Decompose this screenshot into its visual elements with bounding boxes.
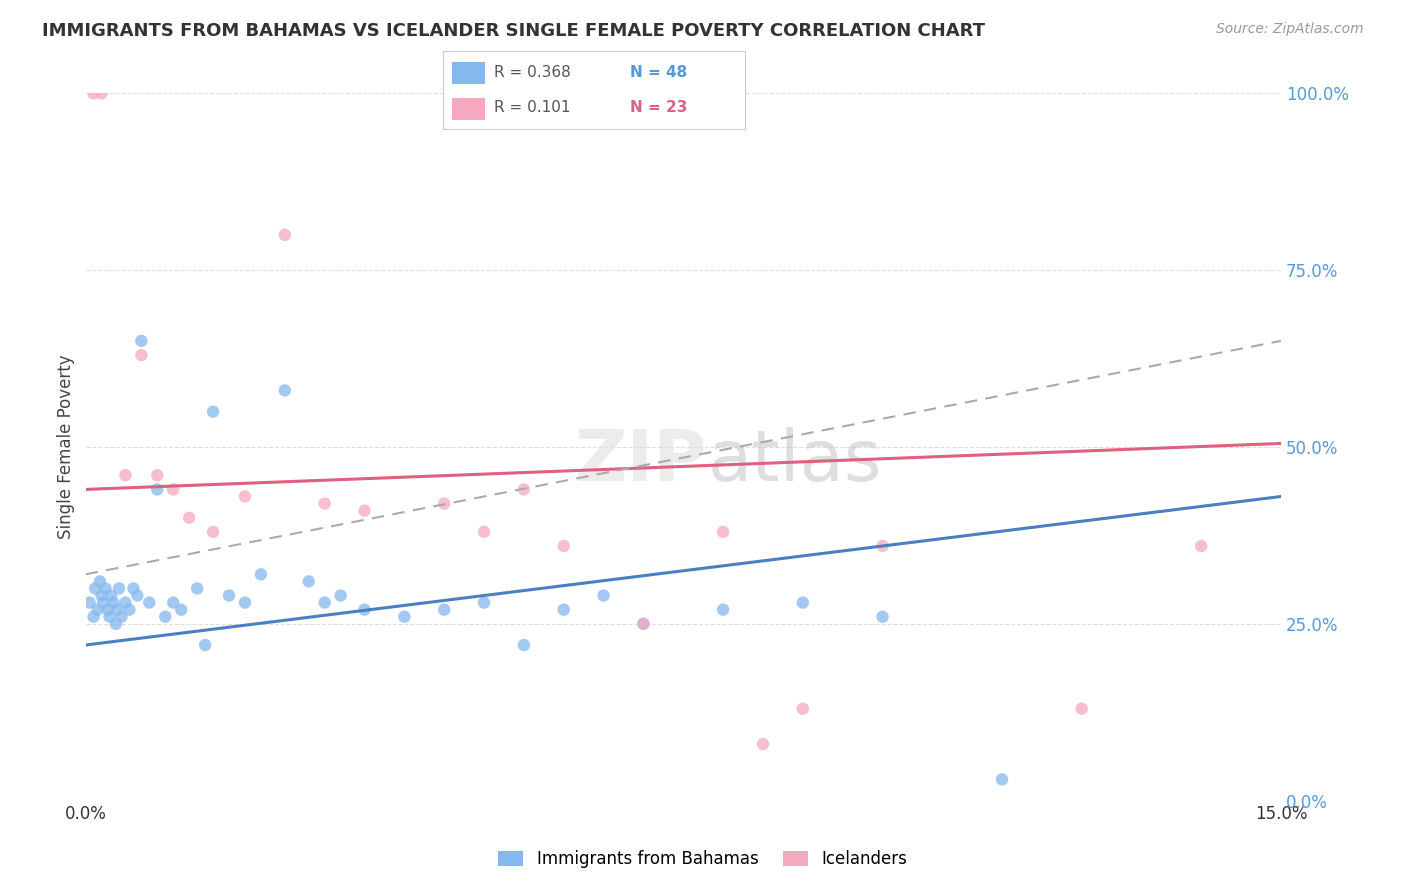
Point xyxy=(711,602,734,616)
Point xyxy=(274,384,297,398)
Point xyxy=(89,574,111,589)
Point xyxy=(274,227,297,242)
Point xyxy=(114,596,136,610)
Point xyxy=(100,589,122,603)
Point xyxy=(162,483,184,497)
Point xyxy=(90,87,112,101)
Point xyxy=(107,602,129,616)
Point xyxy=(122,582,145,596)
Point xyxy=(83,609,105,624)
Point xyxy=(353,503,375,517)
Point xyxy=(394,609,416,624)
Point xyxy=(131,348,153,362)
Point xyxy=(79,596,101,610)
Point xyxy=(138,596,160,610)
Point xyxy=(472,596,495,610)
Point xyxy=(513,638,536,652)
Point xyxy=(872,609,894,624)
Point xyxy=(202,404,225,418)
Bar xyxy=(451,98,485,120)
Point xyxy=(553,602,575,616)
Point xyxy=(792,701,814,715)
Point xyxy=(114,468,136,483)
Point xyxy=(633,616,655,631)
Point xyxy=(202,524,225,539)
Point xyxy=(513,483,536,497)
Point xyxy=(592,589,614,603)
Text: IMMIGRANTS FROM BAHAMAS VS ICELANDER SINGLE FEMALE POVERTY CORRELATION CHART: IMMIGRANTS FROM BAHAMAS VS ICELANDER SIN… xyxy=(42,22,986,40)
Point xyxy=(90,589,112,603)
Bar xyxy=(451,62,485,84)
Point xyxy=(179,510,201,524)
Text: N = 48: N = 48 xyxy=(630,64,688,79)
Text: Source: ZipAtlas.com: Source: ZipAtlas.com xyxy=(1216,22,1364,37)
Point xyxy=(314,497,336,511)
Y-axis label: Single Female Poverty: Single Female Poverty xyxy=(58,355,75,540)
Point xyxy=(752,737,775,751)
Point xyxy=(170,602,193,616)
Point xyxy=(633,616,655,631)
Point xyxy=(155,609,177,624)
Point xyxy=(98,609,121,624)
Point xyxy=(108,582,131,596)
Point xyxy=(146,468,169,483)
Point xyxy=(97,602,120,616)
Point xyxy=(353,602,375,616)
Point xyxy=(711,524,734,539)
Point xyxy=(186,582,208,596)
Point xyxy=(233,596,256,610)
Point xyxy=(91,596,114,610)
Text: R = 0.101: R = 0.101 xyxy=(495,100,571,115)
Text: R = 0.368: R = 0.368 xyxy=(495,64,571,79)
Point xyxy=(553,539,575,553)
Point xyxy=(314,596,336,610)
Point xyxy=(991,772,1014,787)
Point xyxy=(194,638,217,652)
Point xyxy=(104,616,127,631)
Point xyxy=(1189,539,1212,553)
Point xyxy=(433,497,456,511)
Point xyxy=(131,334,153,348)
Point xyxy=(233,490,256,504)
Text: N = 23: N = 23 xyxy=(630,100,688,115)
Point xyxy=(110,609,132,624)
Point xyxy=(86,602,108,616)
Point xyxy=(118,602,141,616)
Point xyxy=(872,539,894,553)
Point xyxy=(103,596,125,610)
Point xyxy=(83,87,105,101)
Point xyxy=(792,596,814,610)
Point xyxy=(84,582,107,596)
Point xyxy=(1070,701,1092,715)
Legend: Immigrants from Bahamas, Icelanders: Immigrants from Bahamas, Icelanders xyxy=(492,844,914,875)
Point xyxy=(433,602,456,616)
Point xyxy=(472,524,495,539)
Point xyxy=(94,582,117,596)
Point xyxy=(146,483,169,497)
Point xyxy=(298,574,321,589)
Point xyxy=(218,589,240,603)
Point xyxy=(250,567,273,582)
Point xyxy=(162,596,184,610)
Point xyxy=(127,589,149,603)
Text: atlas: atlas xyxy=(707,426,882,496)
Point xyxy=(329,589,352,603)
Text: ZIP: ZIP xyxy=(575,426,707,496)
